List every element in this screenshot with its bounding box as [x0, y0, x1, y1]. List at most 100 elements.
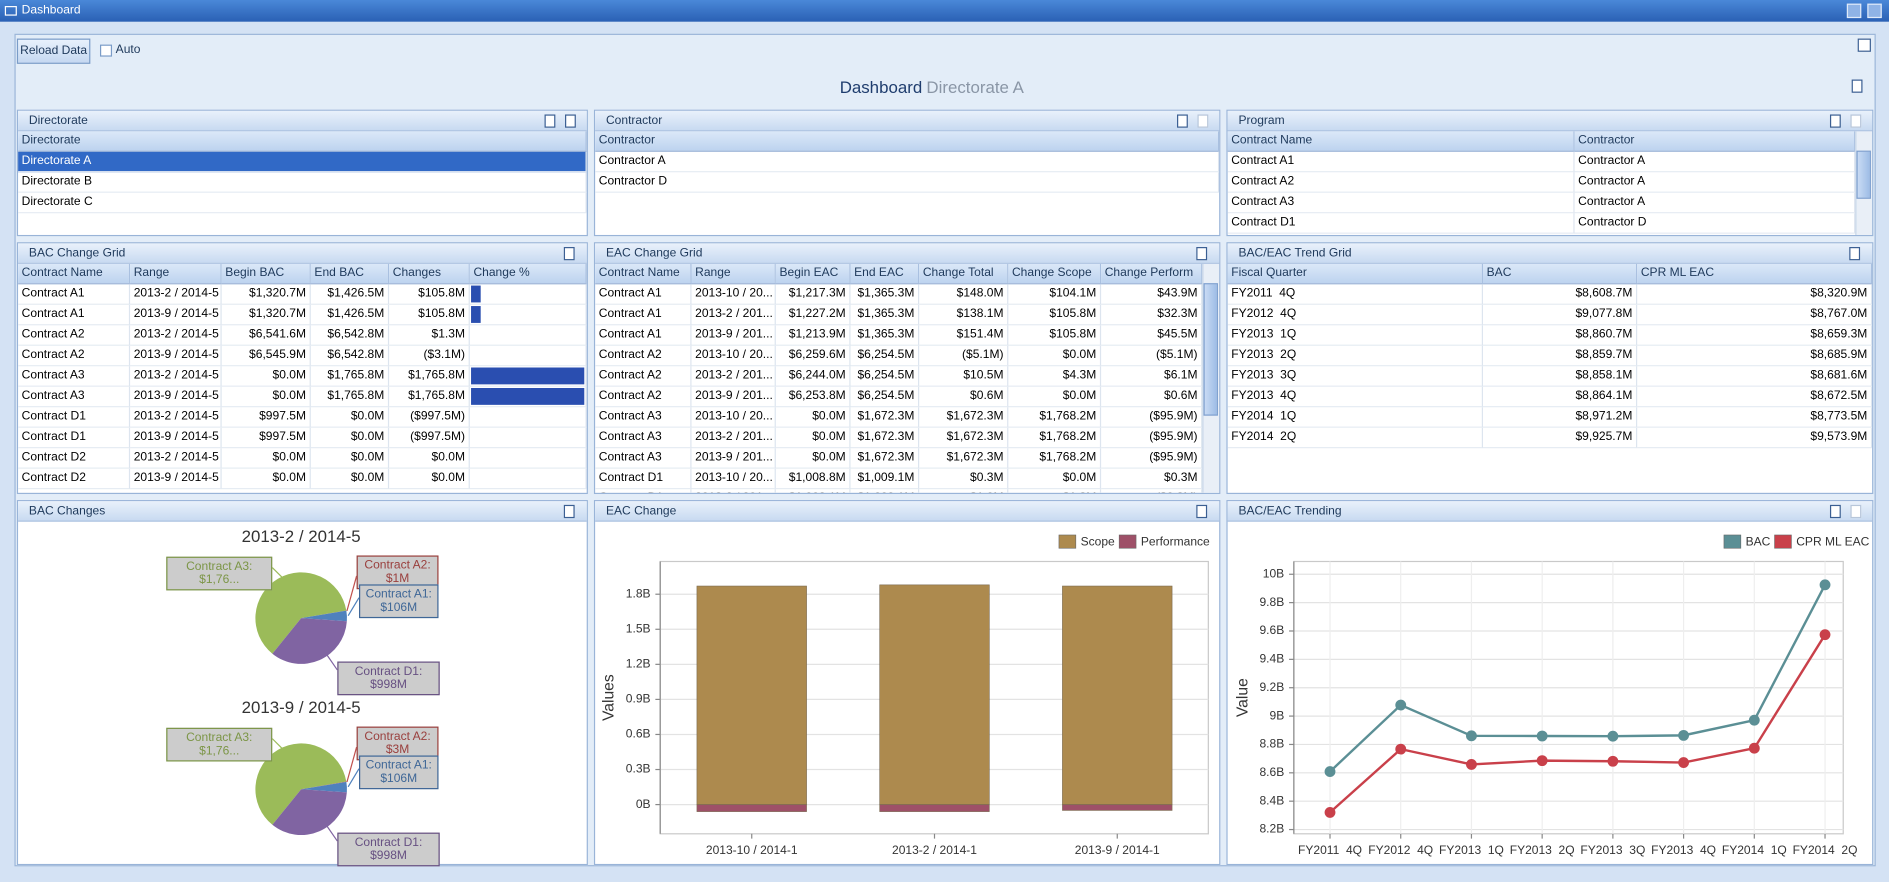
grid-cell[interactable]: $0.0M — [310, 407, 390, 428]
column-header[interactable]: Change Total — [919, 263, 1009, 285]
grid-cell[interactable]: $1,765.8M — [389, 386, 470, 408]
grid-cell[interactable]: $8,608.7M — [1483, 284, 1638, 305]
grid-cell[interactable]: $1,320.7M — [221, 284, 311, 305]
auto-checkbox[interactable] — [99, 44, 113, 57]
grid-cell[interactable]: 2013-2 / 201... — [691, 366, 776, 387]
grid-cell[interactable]: $8,860.7M — [1483, 325, 1638, 346]
grid-cell[interactable]: FY2014 2Q — [1227, 427, 1484, 449]
grid-cell[interactable]: $8,320.9M — [1637, 284, 1873, 305]
grid-cell[interactable]: $105.8M — [389, 304, 470, 326]
column-header[interactable]: Change % — [469, 263, 587, 285]
grid-cell[interactable]: Contractor A — [1574, 192, 1856, 214]
grid-cell[interactable]: $0.0M — [221, 448, 311, 469]
grid-cell[interactable]: $1,365.3M — [850, 325, 920, 346]
grid-cell[interactable]: $8,864.1M — [1483, 386, 1638, 408]
grid-cell[interactable]: $1,672.3M — [850, 427, 920, 449]
export-icon[interactable] — [1829, 114, 1841, 128]
grid-cell[interactable]: $45.5M — [1101, 325, 1203, 346]
grid-cell[interactable]: $1.3M — [389, 325, 470, 346]
grid-cell[interactable]: $0.0M — [221, 468, 311, 490]
filter-icon[interactable] — [1850, 504, 1862, 519]
column-header[interactable]: Contractor — [1574, 131, 1856, 152]
grid-cell[interactable]: ($997.5M) — [389, 427, 470, 449]
grid-cell[interactable]: $0.0M — [775, 427, 851, 449]
column-header[interactable]: Changes — [389, 263, 470, 285]
grid-cell[interactable]: ($5.1M) — [919, 345, 1009, 367]
grid-cell[interactable]: $1,765.8M — [389, 366, 470, 387]
grid-cell[interactable]: Contractor D — [1574, 213, 1856, 234]
grid-cell[interactable]: $0.6M — [919, 386, 1009, 408]
grid-cell[interactable]: $0.0M — [310, 448, 390, 469]
grid-cell[interactable]: $10.5M — [919, 366, 1009, 387]
scroll-thumb[interactable] — [1203, 283, 1218, 416]
grid-cell[interactable]: $8,858.1M — [1483, 366, 1638, 387]
grid-cell[interactable]: $1,217.3M — [775, 284, 851, 305]
grid-cell[interactable]: 2013-9 / 2014-5 — [130, 468, 222, 490]
grid-cell[interactable]: $1,009.1M — [851, 489, 920, 493]
grid-cell[interactable]: Directorate C — [18, 192, 587, 214]
grid-cell[interactable]: Contract A1 — [595, 325, 692, 346]
grid-cell[interactable]: $6,259.6M — [775, 345, 851, 367]
grid-cell[interactable]: $997.5M — [221, 427, 311, 449]
grid-cell[interactable]: $1,009.1M — [850, 468, 920, 490]
grid-cell[interactable]: $6,542.8M — [310, 345, 390, 367]
grid-cell[interactable]: $6,541.6M — [221, 325, 311, 346]
grid-cell[interactable]: $0.0M — [1008, 468, 1102, 490]
filter-icon[interactable] — [1850, 114, 1862, 128]
grid-cell[interactable]: ($0.3M) — [1101, 489, 1203, 493]
grid-cell[interactable]: Contract A3 — [595, 407, 692, 428]
grid-cell[interactable]: 2013-10 / 20... — [691, 468, 776, 490]
grid-cell[interactable]: Contract D1 — [18, 407, 131, 428]
grid-cell[interactable]: $0.0M — [1008, 345, 1102, 367]
column-header[interactable]: Begin BAC — [221, 263, 311, 285]
close-button[interactable] — [1867, 3, 1882, 19]
grid-cell[interactable]: Directorate A — [18, 151, 587, 173]
grid-cell[interactable]: $6,244.0M — [775, 366, 851, 387]
grid-cell[interactable]: $997.5M — [221, 407, 311, 428]
grid-cell[interactable]: $1,227.2M — [775, 304, 851, 326]
grid-cell[interactable]: $0.3M — [919, 468, 1009, 490]
grid-cell[interactable]: $1,765.8M — [310, 386, 390, 408]
grid-cell[interactable]: $0.0M — [1008, 386, 1102, 408]
grid-cell[interactable]: $8,767.0M — [1637, 304, 1873, 326]
grid-cell[interactable]: 2013-2 / 2014-5 — [130, 366, 222, 387]
grid-cell[interactable]: ($95.9M) — [1101, 448, 1203, 469]
grid-cell[interactable]: 2013-9 / 2014-5 — [130, 345, 222, 367]
grid-cell[interactable]: $0.6M — [1101, 386, 1203, 408]
grid-cell[interactable]: $1,213.9M — [775, 325, 851, 346]
grid-cell[interactable]: $8,681.6M — [1637, 366, 1873, 387]
grid-cell[interactable]: $32.3M — [1101, 304, 1203, 326]
grid-cell[interactable]: $0.0M — [389, 468, 470, 490]
grid-cell[interactable]: 2013-2 / 201... — [692, 489, 776, 493]
export-button[interactable] — [1851, 79, 1863, 93]
export-icon[interactable] — [1196, 247, 1208, 261]
column-header[interactable]: Contract Name — [1227, 131, 1575, 152]
grid-cell[interactable]: 2013-9 / 201... — [691, 325, 776, 346]
grid-cell[interactable]: FY2013 3Q — [1227, 366, 1484, 387]
grid-cell[interactable]: $6,542.8M — [310, 325, 390, 346]
grid-cell[interactable]: Contract D2 — [18, 448, 131, 469]
grid-cell[interactable]: $8,685.9M — [1637, 345, 1873, 367]
grid-cell[interactable]: $105.8M — [1008, 304, 1102, 326]
export-icon[interactable] — [1849, 247, 1861, 261]
grid-cell[interactable]: Contract D1 — [18, 427, 131, 449]
column-header[interactable]: Begin EAC — [775, 263, 851, 285]
grid-cell[interactable]: Contract A1 — [595, 304, 692, 326]
grid-cell[interactable]: Contract A3 — [595, 448, 692, 469]
grid-cell[interactable]: $105.8M — [389, 284, 470, 305]
grid-cell[interactable]: Contractor D — [595, 172, 1220, 193]
column-header[interactable]: CPR ML EAC — [1637, 263, 1873, 285]
grid-cell[interactable]: 2013-10 / 20... — [691, 407, 776, 428]
grid-cell[interactable]: $1,426.5M — [310, 304, 390, 326]
grid-cell[interactable]: Contract A1 — [18, 304, 131, 326]
export-icon[interactable] — [563, 247, 575, 261]
grid-cell[interactable]: $138.1M — [919, 304, 1009, 326]
grid-cell[interactable]: Contract A3 — [595, 427, 692, 449]
grid-cell[interactable]: $0.0M — [221, 386, 311, 408]
grid-cell[interactable]: $43.9M — [1101, 284, 1203, 305]
grid-cell[interactable]: FY2012 4Q — [1227, 304, 1484, 326]
grid-cell[interactable]: $8,672.5M — [1637, 386, 1873, 408]
grid-cell[interactable]: $1,672.3M — [919, 407, 1009, 428]
column-header[interactable]: Directorate — [18, 131, 587, 152]
grid-cell[interactable]: Contract D1 — [1227, 213, 1575, 234]
